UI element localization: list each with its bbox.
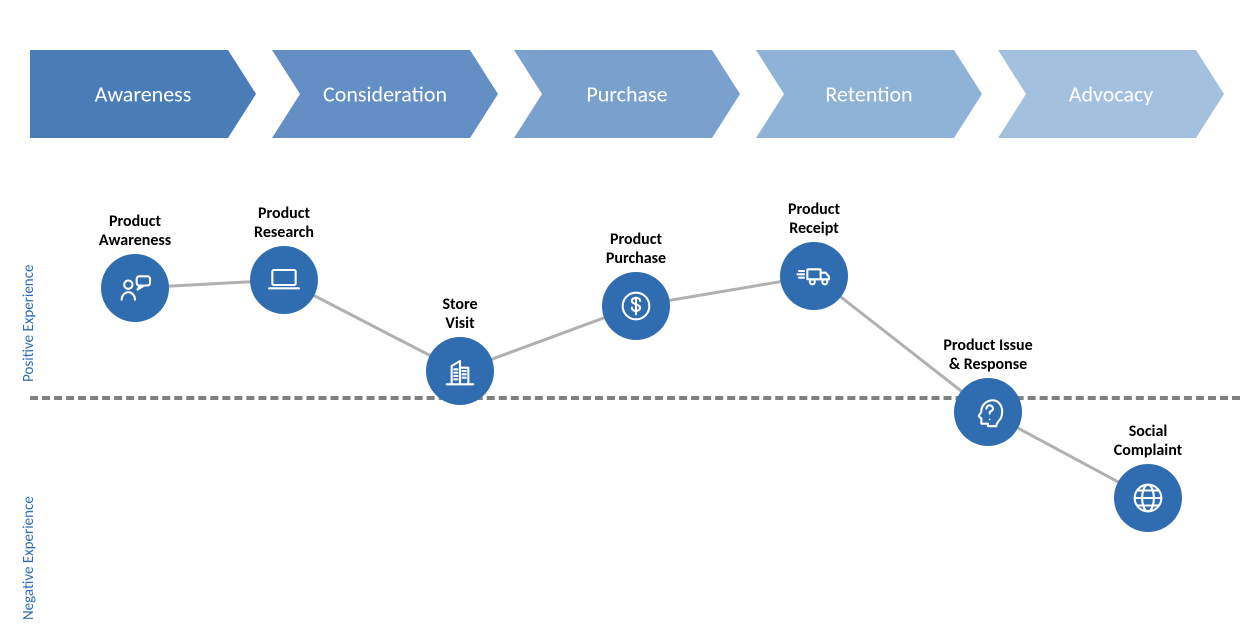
stage-label: Retention <box>825 81 912 108</box>
touchpoint-purchase: ProductPurchase <box>566 230 706 340</box>
axis-positive-label: Positive Experience <box>20 265 38 383</box>
delivery-icon <box>780 242 848 310</box>
stage-purchase: Purchase <box>514 50 740 138</box>
stage-label: Advocacy <box>1069 81 1154 108</box>
touchpoint-label: SocialComplaint <box>1078 422 1218 460</box>
person-chat-icon <box>101 254 169 322</box>
stage-label: Purchase <box>586 81 667 108</box>
axis-negative-label: Negative Experience <box>20 496 38 620</box>
dollar-icon <box>602 272 670 340</box>
stages-row: Awareness Consideration Purchase Retenti… <box>30 50 1240 138</box>
stage-awareness: Awareness <box>30 50 256 138</box>
touchpoint-research: ProductResearch <box>214 204 354 314</box>
touchpoint-awareness: ProductAwareness <box>65 212 205 322</box>
touchpoint-label: Product Issue& Response <box>918 336 1058 374</box>
touchpoint-label: ProductReceipt <box>744 200 884 238</box>
stage-consideration: Consideration <box>272 50 498 138</box>
touchpoint-label: ProductAwareness <box>65 212 205 250</box>
touchpoint-issue: Product Issue& Response <box>918 336 1058 446</box>
stage-label: Consideration <box>323 81 447 108</box>
head-question-icon <box>954 378 1022 446</box>
stage-advocacy: Advocacy <box>998 50 1224 138</box>
experience-divider <box>30 396 1240 400</box>
touchpoint-receipt: ProductReceipt <box>744 200 884 310</box>
touchpoint-label: ProductPurchase <box>566 230 706 268</box>
touchpoint-complaint: SocialComplaint <box>1078 422 1218 532</box>
touchpoint-label: StoreVisit <box>390 295 530 333</box>
stage-retention: Retention <box>756 50 982 138</box>
globe-icon <box>1114 464 1182 532</box>
building-icon <box>426 337 494 405</box>
touchpoint-store: StoreVisit <box>390 295 530 405</box>
laptop-icon <box>250 246 318 314</box>
touchpoint-label: ProductResearch <box>214 204 354 242</box>
stage-label: Awareness <box>95 81 192 108</box>
